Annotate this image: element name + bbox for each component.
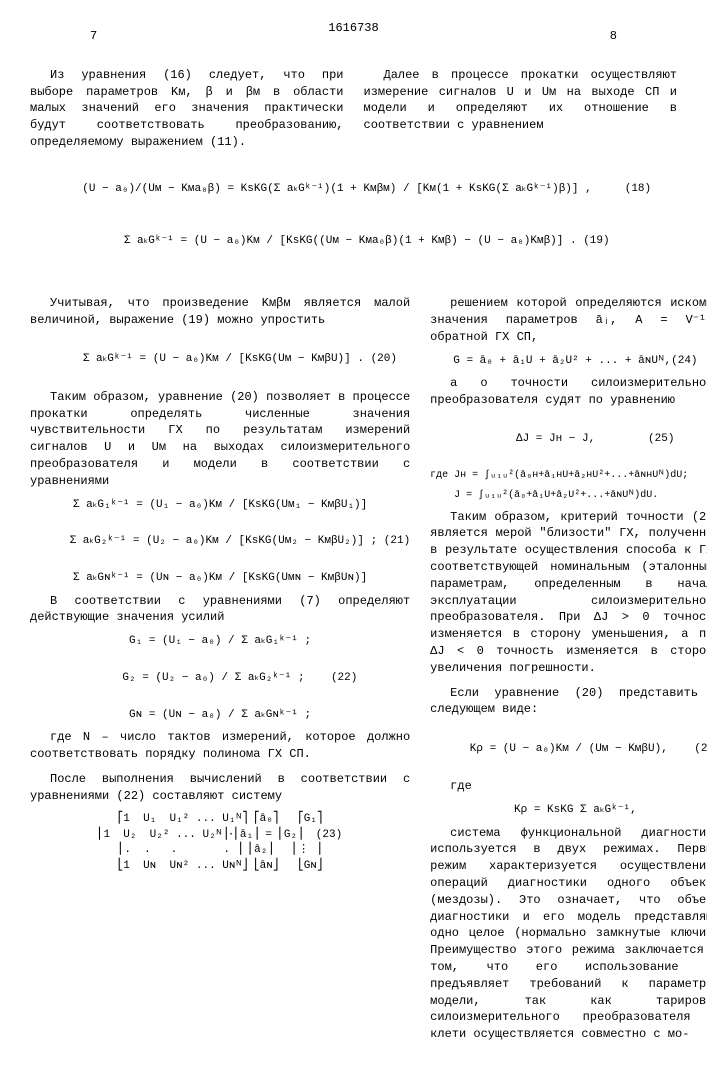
equation-25b: J = ∫ᵤ₁ᵤ²(ā₀+ā₁U+ā₂U²+...+āɴUᴺ)dU. (430, 489, 707, 503)
equation-22a: G₁ = (U₁ − a₀) / Σ aₖG₁ᵏ⁻¹ ; (30, 634, 410, 649)
equation-21c: Σ aₖGɴᵏ⁻¹ = (Uɴ − a₀)Kм / [KsKG(Uмɴ − Kм… (30, 571, 410, 586)
equation-22c: Gɴ = (Uɴ − a₀) / Σ aₖGɴᵏ⁻¹ ; (30, 708, 410, 723)
equation-19: Σ aₖGᵏ⁻¹ = (U − a₀)Kм / [KsKG((Uм − Kмa₀… (30, 219, 677, 265)
equation-22b: G₂ = (U₂ − a₀) / Σ aₖG₂ᵏ⁻¹ ; (22) (30, 656, 410, 702)
paragraph: где N – число тактов измерений, которое … (30, 729, 410, 763)
paragraph: После выполнения вычислений в соответств… (30, 771, 410, 805)
right-column: решением которой определяются искомые зн… (430, 295, 707, 1051)
equation-24: G = ā₀ + ā₁U + ā₂U² + ... + āɴUᴺ,(24) (430, 354, 707, 369)
equation-26: Kρ = (U − a₀)Kм / (Uм − KмβU), (26) (430, 726, 707, 772)
equation-21b: Σ aₖG₂ᵏ⁻¹ = (U₂ − a₀)Kм / [KsKG(Uм₂ − Kм… (30, 519, 410, 565)
paragraph: а о точности силоизмерительного преобраз… (430, 375, 707, 409)
paragraph: решением которой определяются искомые зн… (430, 295, 707, 345)
paragraph: Таким образом, уравнение (20) позволяет … (30, 389, 410, 490)
paragraph: Учитывая, что произведение Kмβм является… (30, 295, 410, 329)
equation-18: (U − a₀)/(Uм − Kмa₀β) = KsKG(Σ aₖGᵏ⁻¹)(1… (30, 167, 677, 213)
left-column: Учитывая, что произведение Kмβм является… (30, 295, 410, 1051)
equation-20: Σ aₖGᵏ⁻¹ = (U − a₀)Kм / [KsKG(Uм − KмβU)… (30, 337, 410, 383)
paragraph: Если уравнение (20) представить в следую… (430, 685, 707, 719)
equation-26a: Kρ = KsKG Σ aₖGᵏ⁻¹, (430, 803, 707, 818)
paragraph: В соответствии с уравнениями (7) определ… (30, 593, 410, 627)
left-column: Из уравнения (16) следует, что при выбор… (30, 67, 344, 159)
paragraph: система функциональной диагностики испол… (430, 825, 707, 1043)
equation-23-matrix: ⎡1 U₁ U₁² ... U₁ᴺ⎤ ⎡ā₀⎤ ⎡G₁⎤ ⎢1 U₂ U₂² .… (30, 812, 410, 874)
equation-25a: где Jн = ∫ᵤ₁ᵤ²(ā₀н+ā₁нU+ā₂нU²+...+āɴнUᴺ)… (430, 469, 707, 483)
equation-25: ΔJ = Jн − J, (25) (430, 417, 707, 463)
page-number-right: 8 (610, 28, 617, 45)
paragraph: Далее в процессе прокатки осуществляют и… (364, 67, 678, 134)
paragraph: Из уравнения (16) следует, что при выбор… (30, 67, 344, 151)
right-column-top: Далее в процессе прокатки осуществляют и… (364, 67, 678, 159)
equation-21a: Σ aₖG₁ᵏ⁻¹ = (U₁ − a₀)Kм / [KsKG(Uм₁ − Kм… (30, 498, 410, 513)
paragraph: Таким образом, критерий точности (25) яв… (430, 509, 707, 677)
paragraph: где (430, 778, 707, 795)
document-number: 1616738 (328, 20, 378, 37)
page-number-left: 7 (90, 28, 97, 45)
